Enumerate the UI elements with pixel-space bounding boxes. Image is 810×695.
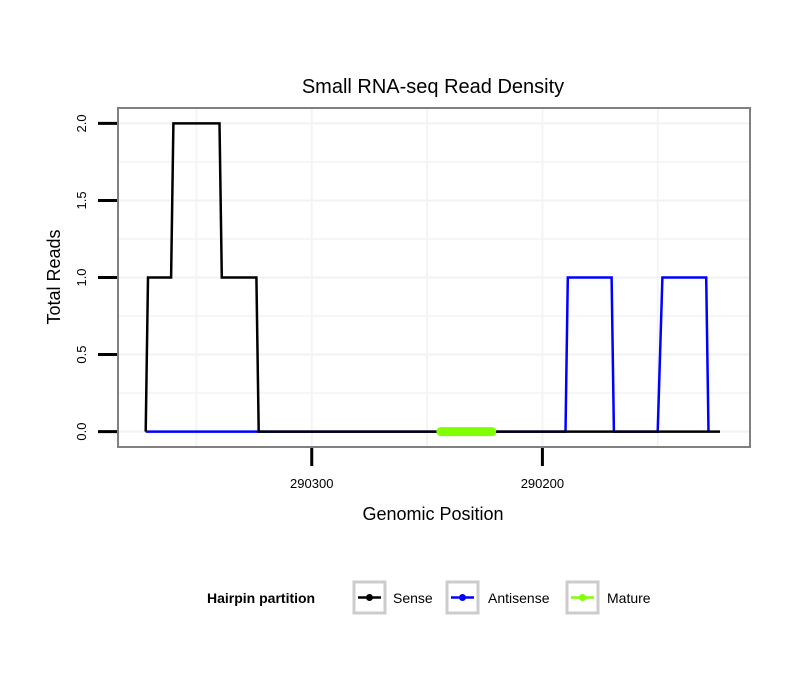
x-axis-label: Genomic Position [362, 504, 503, 524]
y-axis-label: Total Reads [44, 229, 64, 324]
legend-point-antisense [459, 594, 466, 601]
legend-label-mature: Mature [607, 590, 651, 606]
legend-title: Hairpin partition [207, 590, 315, 606]
x-tick-label: 290300 [290, 476, 333, 491]
chart-title: Small RNA-seq Read Density [302, 76, 564, 98]
legend-point-sense [366, 594, 373, 601]
legend-point-mature [579, 594, 586, 601]
legend-label-sense: Sense [393, 590, 433, 606]
y-tick-label: 1.0 [74, 268, 89, 286]
y-tick-label: 2.0 [74, 114, 89, 132]
series-line-sense [144, 122, 720, 433]
legend-label-antisense: Antisense [488, 590, 550, 606]
x-tick-label: 290200 [521, 476, 564, 491]
y-tick-label: 0.0 [74, 423, 89, 441]
legend: Hairpin partition Sense Antisense Mature [207, 580, 651, 615]
y-tick-label: 0.5 [74, 346, 89, 364]
y-tick-label: 1.5 [74, 191, 89, 209]
